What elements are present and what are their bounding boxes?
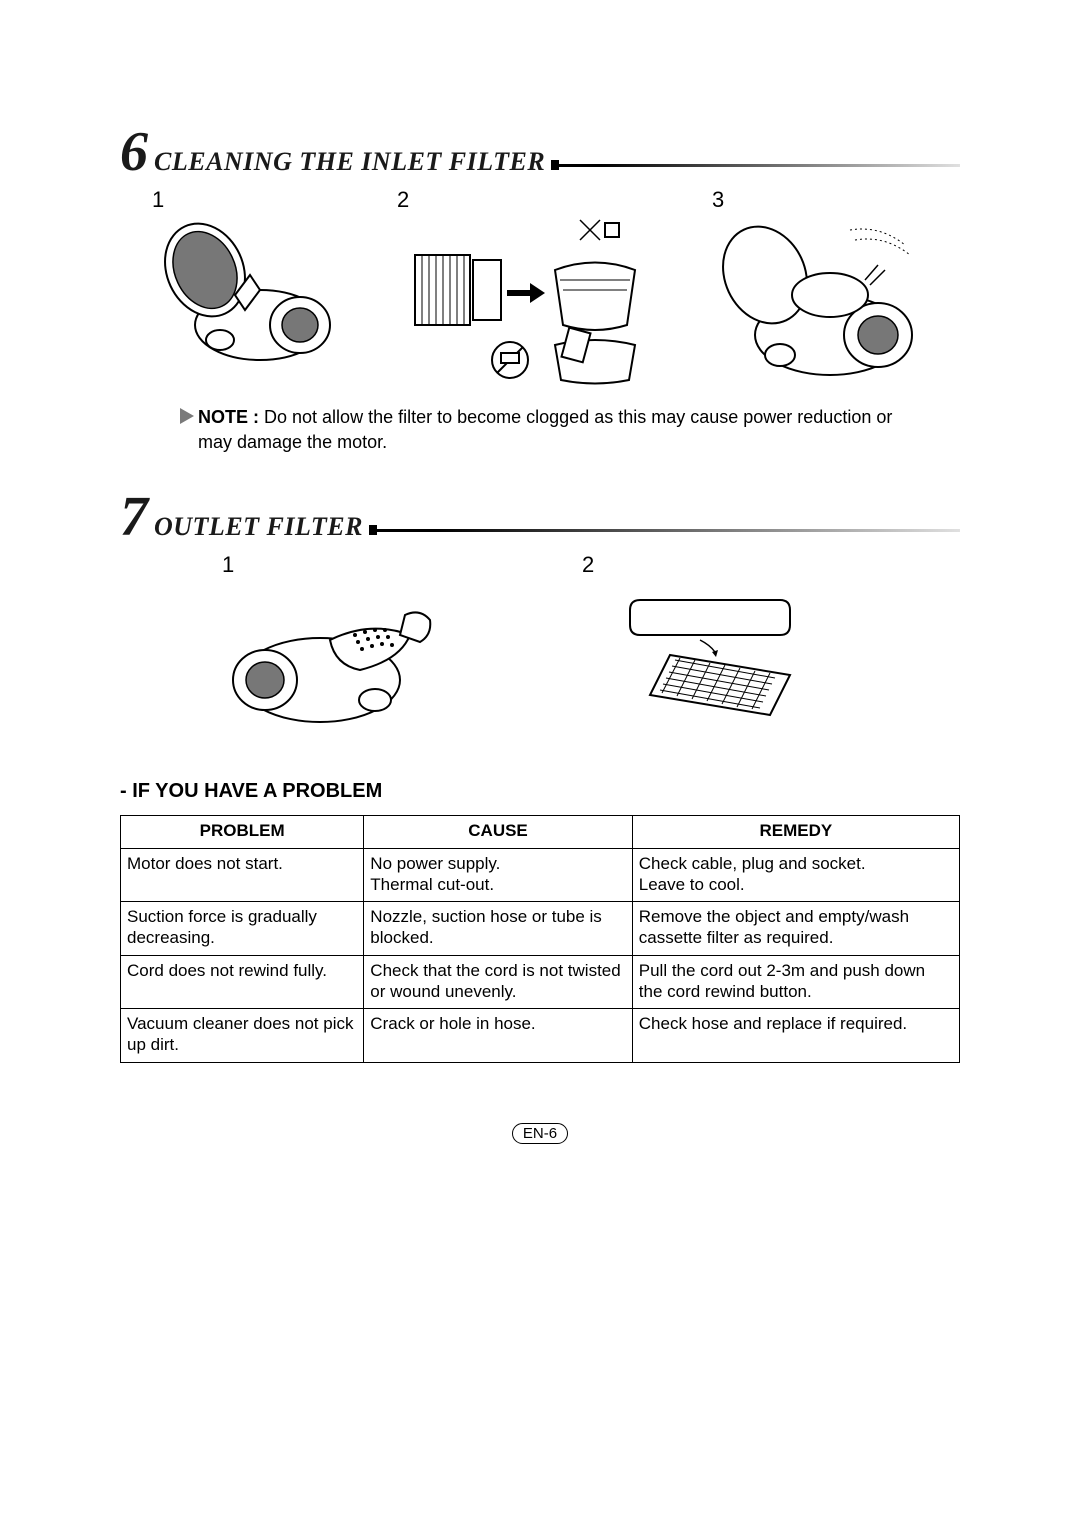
section-7-header: 7 OUTLET FILTER bbox=[120, 495, 960, 542]
page-number-wrap: EN-6 bbox=[120, 1123, 960, 1144]
cell-remedy: Pull the cord out 2-3m and push down the… bbox=[632, 955, 959, 1009]
figure-7-2-image bbox=[580, 580, 810, 730]
table-row: Cord does not rewind fully. Check that t… bbox=[121, 955, 960, 1009]
note-arrow-icon bbox=[180, 408, 194, 424]
note-label: NOTE : bbox=[198, 407, 259, 427]
figure-7-1-image bbox=[220, 580, 450, 730]
section-6-figures: 1 2 bbox=[150, 187, 930, 385]
cell-remedy: Check hose and replace if required. bbox=[632, 1009, 959, 1063]
table-row: Suction force is gradually decreasing. N… bbox=[121, 902, 960, 956]
section-6-header: 6 CLEANING THE INLET FILTER bbox=[120, 130, 960, 177]
col-remedy-header: REMEDY bbox=[632, 816, 959, 848]
cell-problem: Suction force is gradually decreasing. bbox=[121, 902, 364, 956]
table-row: Motor does not start. No power supply. T… bbox=[121, 848, 960, 902]
figure-6-3-image bbox=[710, 215, 930, 385]
figure-6-2: 2 bbox=[395, 187, 655, 385]
figure-6-1: 1 bbox=[150, 187, 340, 385]
figure-7-2: 2 bbox=[580, 552, 810, 730]
table-row: Vacuum cleaner does not pick up dirt. Cr… bbox=[121, 1009, 960, 1063]
col-problem-header: PROBLEM bbox=[121, 816, 364, 848]
cell-cause: No power supply. Thermal cut-out. bbox=[364, 848, 632, 902]
figure-7-1-number: 1 bbox=[222, 552, 234, 578]
note-body: Do not allow the filter to become clogge… bbox=[198, 407, 892, 452]
section-6-rule bbox=[551, 160, 960, 170]
col-cause-header: CAUSE bbox=[364, 816, 632, 848]
note-text: NOTE : Do not allow the filter to become… bbox=[198, 405, 900, 455]
cell-remedy: Check cable, plug and socket. Leave to c… bbox=[632, 848, 959, 902]
section-6-number: 6 bbox=[120, 130, 148, 175]
figure-6-2-image bbox=[395, 215, 655, 385]
figure-7-2-number: 2 bbox=[582, 552, 594, 578]
cell-problem: Motor does not start. bbox=[121, 848, 364, 902]
figure-6-1-number: 1 bbox=[152, 187, 164, 213]
section-7-number: 7 bbox=[120, 495, 148, 540]
cell-problem: Vacuum cleaner does not pick up dirt. bbox=[121, 1009, 364, 1063]
figure-6-2-number: 2 bbox=[397, 187, 409, 213]
problem-table: PROBLEM CAUSE REMEDY Motor does not star… bbox=[120, 815, 960, 1062]
cell-remedy: Remove the object and empty/wash cassett… bbox=[632, 902, 959, 956]
section-7-rule bbox=[369, 525, 960, 535]
figure-6-3: 3 bbox=[710, 187, 930, 385]
figure-7-1: 1 bbox=[220, 552, 450, 730]
section-7-figures: 1 2 bbox=[220, 552, 1000, 730]
section-7-title: OUTLET FILTER bbox=[154, 512, 363, 542]
figure-6-1-image bbox=[150, 215, 340, 365]
table-header-row: PROBLEM CAUSE REMEDY bbox=[121, 816, 960, 848]
manual-page: 6 CLEANING THE INLET FILTER 1 bbox=[120, 130, 960, 1144]
cell-cause: Nozzle, suction hose or tube is blocked. bbox=[364, 902, 632, 956]
section-6-title: CLEANING THE INLET FILTER bbox=[154, 147, 545, 177]
cell-cause: Crack or hole in hose. bbox=[364, 1009, 632, 1063]
page-number: EN-6 bbox=[512, 1123, 568, 1144]
cell-problem: Cord does not rewind fully. bbox=[121, 955, 364, 1009]
cell-cause: Check that the cord is not twisted or wo… bbox=[364, 955, 632, 1009]
note-block: NOTE : Do not allow the filter to become… bbox=[180, 405, 900, 455]
problem-heading: - IF YOU HAVE A PROBLEM bbox=[120, 780, 960, 803]
figure-6-3-number: 3 bbox=[712, 187, 724, 213]
